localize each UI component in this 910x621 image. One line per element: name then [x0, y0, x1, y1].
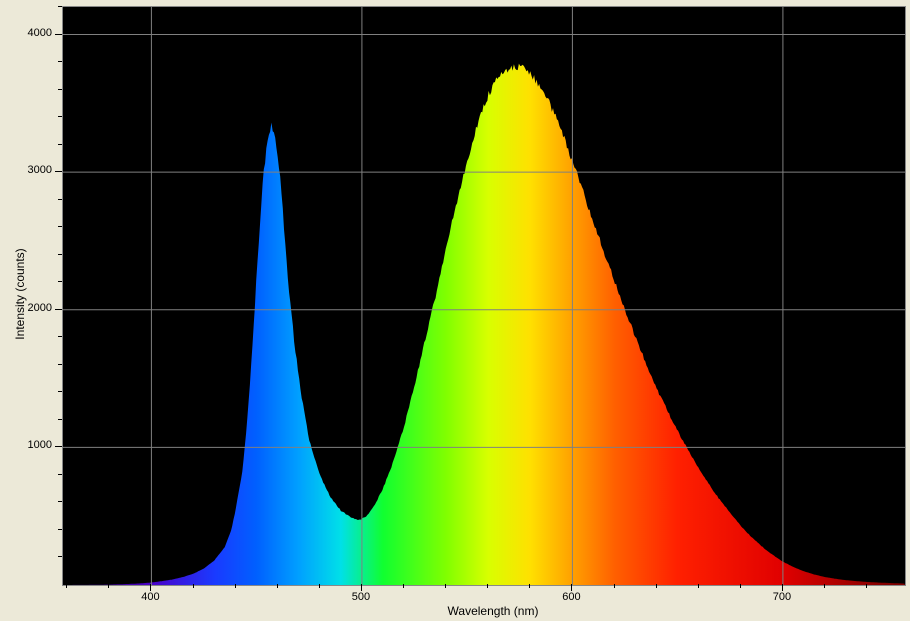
x-tick: [403, 584, 404, 588]
x-tick-label: 700: [762, 591, 802, 603]
x-tick: [614, 584, 615, 588]
x-axis-label: Wavelength (nm): [433, 604, 553, 618]
y-tick: [58, 61, 62, 62]
y-tick-label: 4000: [12, 27, 52, 39]
y-tick-label: 2000: [12, 302, 52, 314]
x-tick: [487, 584, 488, 588]
x-tick: [740, 584, 741, 588]
x-tick-label: 500: [341, 591, 381, 603]
y-tick: [55, 34, 62, 35]
y-tick: [58, 281, 62, 282]
y-tick: [58, 336, 62, 337]
y-tick: [58, 419, 62, 420]
x-tick: [235, 584, 236, 588]
plot-svg: [63, 7, 905, 585]
y-tick: [58, 391, 62, 392]
x-tick: [66, 584, 67, 588]
x-tick: [656, 584, 657, 588]
x-tick-label: 600: [551, 591, 591, 603]
y-tick: [58, 254, 62, 255]
y-tick: [58, 6, 62, 7]
x-tick: [193, 584, 194, 588]
x-tick: [361, 584, 362, 591]
spectrum-chart: Intensity (counts) Wavelength (nm) 400 50…: [0, 0, 910, 621]
y-tick-label: 1000: [12, 439, 52, 451]
plot-area: [62, 6, 906, 586]
x-tick: [866, 584, 867, 588]
x-tick: [782, 584, 783, 591]
y-tick: [55, 171, 62, 172]
y-tick: [55, 309, 62, 310]
y-tick: [58, 199, 62, 200]
x-tick: [529, 584, 530, 588]
x-tick: [319, 584, 320, 588]
y-tick: [58, 116, 62, 117]
y-tick: [58, 474, 62, 475]
x-tick: [150, 584, 151, 591]
y-tick: [58, 89, 62, 90]
x-tick: [445, 584, 446, 588]
y-tick: [58, 501, 62, 502]
y-axis-label: Intensity (counts): [13, 244, 27, 344]
y-tick: [58, 226, 62, 227]
y-tick: [58, 364, 62, 365]
x-tick-label: 400: [130, 591, 170, 603]
x-tick: [277, 584, 278, 588]
y-tick: [58, 144, 62, 145]
y-tick: [58, 556, 62, 557]
y-tick-label: 3000: [12, 164, 52, 176]
y-tick: [58, 529, 62, 530]
x-tick: [698, 584, 699, 588]
x-tick: [108, 584, 109, 588]
x-tick: [824, 584, 825, 588]
x-tick: [571, 584, 572, 591]
y-tick: [55, 446, 62, 447]
spectrum-area: [63, 64, 905, 585]
